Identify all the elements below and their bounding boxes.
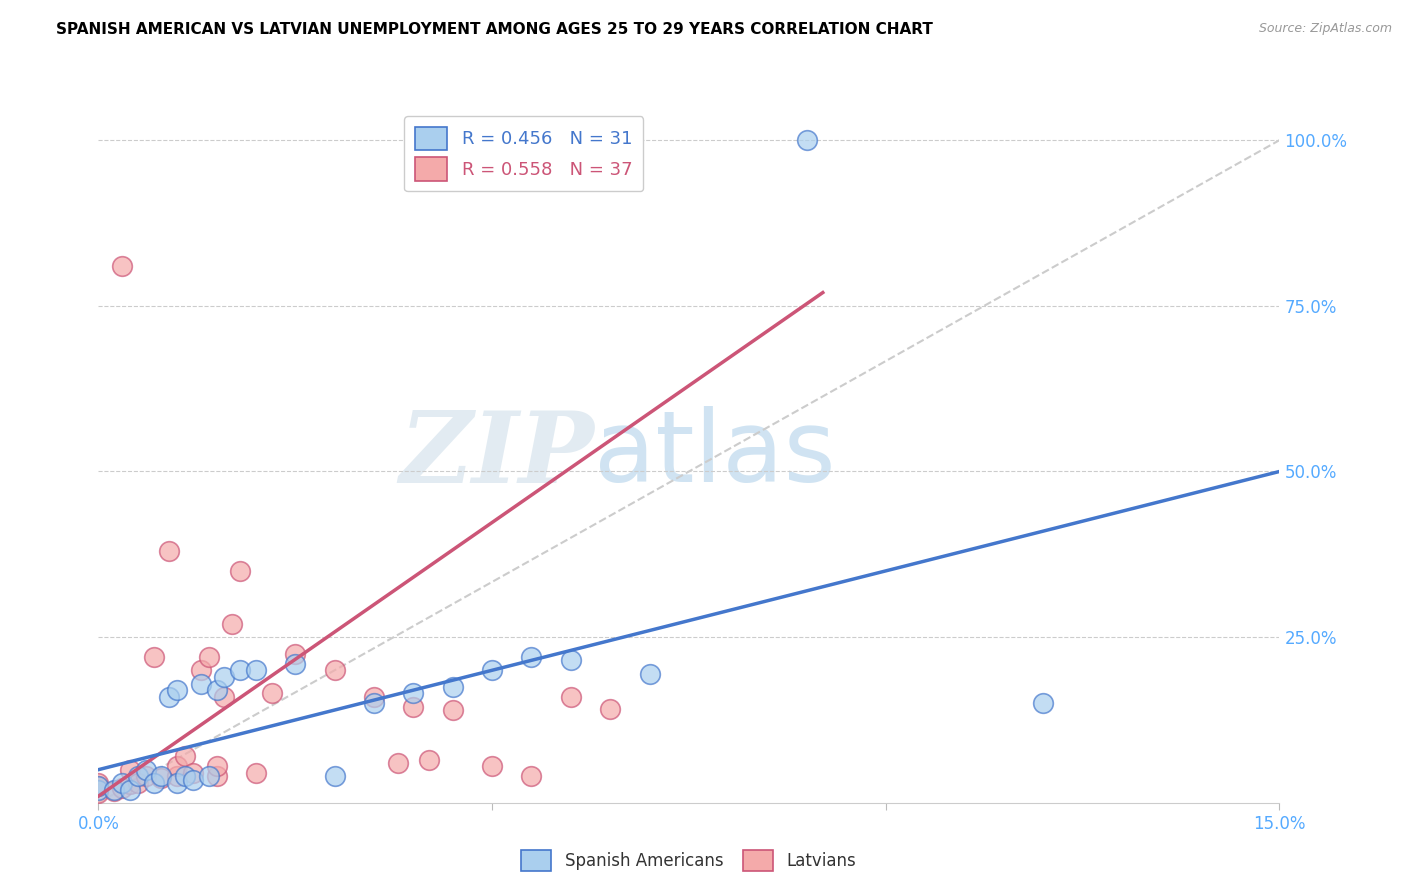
Point <box>135 769 157 783</box>
Point <box>150 769 173 783</box>
Point <box>284 647 307 661</box>
Point <box>387 756 409 770</box>
Point <box>181 772 204 787</box>
Point <box>118 763 141 777</box>
Point <box>166 776 188 790</box>
Point <box>520 650 543 665</box>
Text: atlas: atlas <box>595 407 837 503</box>
Point <box>127 769 149 783</box>
Point <box>181 766 204 780</box>
Point <box>638 666 661 681</box>
Point <box>205 759 228 773</box>
Point <box>135 763 157 777</box>
Point <box>174 749 197 764</box>
Point <box>1032 697 1054 711</box>
Point <box>363 697 385 711</box>
Point <box>87 779 110 793</box>
Point <box>323 769 346 783</box>
Text: ZIP: ZIP <box>399 407 595 503</box>
Point <box>796 133 818 147</box>
Point <box>166 759 188 773</box>
Point <box>363 690 385 704</box>
Point <box>560 653 582 667</box>
Point <box>260 686 283 700</box>
Point <box>214 670 236 684</box>
Point <box>166 683 188 698</box>
Point <box>118 782 141 797</box>
Point <box>103 784 125 798</box>
Point <box>190 676 212 690</box>
Point <box>87 776 110 790</box>
Text: Source: ZipAtlas.com: Source: ZipAtlas.com <box>1258 22 1392 36</box>
Point <box>441 703 464 717</box>
Point <box>323 663 346 677</box>
Point <box>284 657 307 671</box>
Point <box>205 769 228 783</box>
Point <box>142 650 165 665</box>
Point <box>190 663 212 677</box>
Point <box>402 686 425 700</box>
Point <box>87 786 110 800</box>
Legend: Spanish Americans, Latvians: Spanish Americans, Latvians <box>515 843 863 878</box>
Point <box>599 702 621 716</box>
Point <box>197 650 219 665</box>
Point <box>481 663 503 677</box>
Point <box>111 781 134 796</box>
Point <box>174 769 197 783</box>
Point <box>481 759 503 773</box>
Point <box>127 776 149 790</box>
Point <box>87 782 110 797</box>
Point <box>150 771 173 785</box>
Point <box>441 680 464 694</box>
Point <box>229 663 252 677</box>
Point <box>560 690 582 704</box>
Point <box>111 259 134 273</box>
Point <box>118 777 141 791</box>
Point <box>418 753 440 767</box>
Point <box>221 616 243 631</box>
Point <box>205 683 228 698</box>
Point <box>245 766 267 780</box>
Point <box>157 690 180 704</box>
Point <box>229 564 252 578</box>
Point <box>245 663 267 677</box>
Point <box>142 776 165 790</box>
Point <box>214 690 236 704</box>
Point <box>402 699 425 714</box>
Point <box>520 769 543 783</box>
Point <box>87 779 110 793</box>
Point <box>166 769 188 783</box>
Point <box>157 544 180 558</box>
Point <box>111 776 134 790</box>
Point <box>197 769 219 783</box>
Text: SPANISH AMERICAN VS LATVIAN UNEMPLOYMENT AMONG AGES 25 TO 29 YEARS CORRELATION C: SPANISH AMERICAN VS LATVIAN UNEMPLOYMENT… <box>56 22 934 37</box>
Point <box>103 782 125 797</box>
